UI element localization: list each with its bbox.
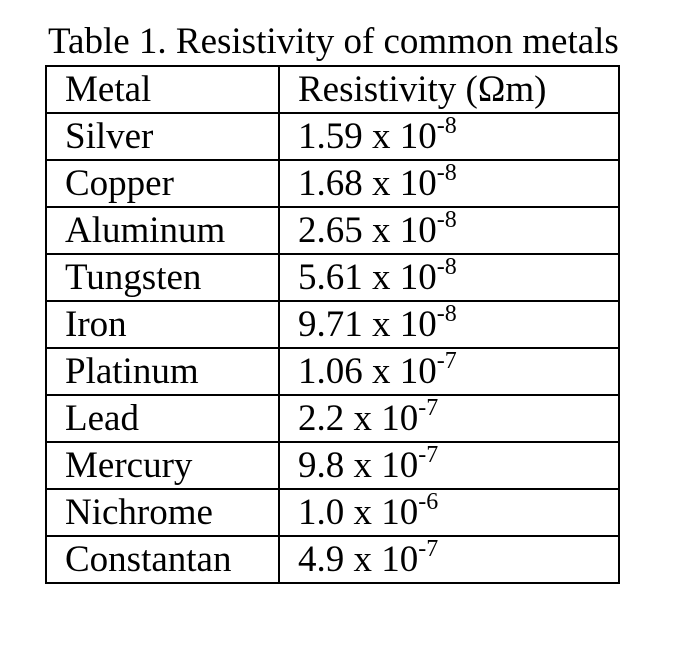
resistivity-exponent: -8: [436, 300, 457, 327]
metal-cell: Lead: [45, 394, 280, 443]
resistivity-mantissa: 9.8 x 10: [298, 444, 419, 486]
resistivity-exponent: -8: [436, 206, 457, 233]
table-row: Tungsten 5.61 x 10-8: [45, 253, 620, 302]
metal-cell: Platinum: [45, 347, 280, 396]
resistivity-cell: 9.8 x 10-7: [278, 441, 620, 490]
resistivity-cell: 1.59 x 10-8: [278, 112, 620, 161]
metal-cell: Copper: [45, 159, 280, 208]
resistivity-cell: 1.06 x 10-7: [278, 347, 620, 396]
metal-cell: Constantan: [45, 535, 280, 584]
resistivity-exponent: -8: [436, 112, 457, 139]
resistivity-exponent: -7: [418, 394, 439, 421]
header-metal: Metal: [45, 65, 280, 114]
metal-cell: Iron: [45, 300, 280, 349]
table-row: Platinum 1.06 x 10-7: [45, 347, 620, 396]
resistivity-mantissa: 4.9 x 10: [298, 538, 419, 580]
resistivity-mantissa: 1.68 x 10: [298, 162, 437, 204]
resistivity-mantissa: 2.65 x 10: [298, 209, 437, 251]
resistivity-cell: 2.2 x 10-7: [278, 394, 620, 443]
resistivity-mantissa: 9.71 x 10: [298, 303, 437, 345]
table-row: Silver 1.59 x 10-8: [45, 112, 620, 161]
table-row: Lead 2.2 x 10-7: [45, 394, 620, 443]
table-header-row: Metal Resistivity (Ωm): [45, 65, 620, 114]
resistivity-cell: 5.61 x 10-8: [278, 253, 620, 302]
resistivity-mantissa: 1.59 x 10: [298, 115, 437, 157]
resistivity-exponent: -8: [436, 159, 457, 186]
resistivity-exponent: -7: [418, 441, 439, 468]
metal-cell: Tungsten: [45, 253, 280, 302]
resistivity-mantissa: 1.06 x 10: [298, 350, 437, 392]
table-row: Aluminum 2.65 x 10-8: [45, 206, 620, 255]
resistivity-table: Metal Resistivity (Ωm) Silver 1.59 x 10-…: [45, 65, 620, 584]
resistivity-exponent: -8: [436, 253, 457, 280]
resistivity-exponent: -7: [436, 347, 457, 374]
resistivity-mantissa: 2.2 x 10: [298, 397, 419, 439]
resistivity-mantissa: 5.61 x 10: [298, 256, 437, 298]
table-row: Nichrome 1.0 x 10-6: [45, 488, 620, 537]
header-resistivity: Resistivity (Ωm): [278, 65, 620, 114]
metal-cell: Mercury: [45, 441, 280, 490]
table-row: Copper 1.68 x 10-8: [45, 159, 620, 208]
resistivity-cell: 1.68 x 10-8: [278, 159, 620, 208]
resistivity-mantissa: 1.0 x 10: [298, 491, 419, 533]
metal-cell: Silver: [45, 112, 280, 161]
resistivity-cell: 1.0 x 10-6: [278, 488, 620, 537]
resistivity-exponent: -6: [418, 488, 439, 515]
metal-cell: Aluminum: [45, 206, 280, 255]
table-row: Constantan 4.9 x 10-7: [45, 535, 620, 584]
resistivity-exponent: -7: [418, 535, 439, 562]
table-row: Iron 9.71 x 10-8: [45, 300, 620, 349]
resistivity-cell: 9.71 x 10-8: [278, 300, 620, 349]
resistivity-cell: 2.65 x 10-8: [278, 206, 620, 255]
resistivity-cell: 4.9 x 10-7: [278, 535, 620, 584]
table-row: Mercury 9.8 x 10-7: [45, 441, 620, 490]
table-caption: Table 1. Resistivity of common metals: [48, 21, 619, 62]
metal-cell: Nichrome: [45, 488, 280, 537]
